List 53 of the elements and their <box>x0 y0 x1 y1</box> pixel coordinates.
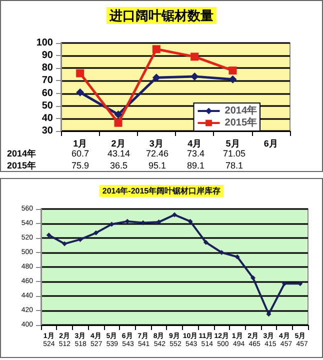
point <box>76 69 84 78</box>
point <box>124 218 130 224</box>
data-label: 75.9 <box>71 160 90 170</box>
x-tick-label: 3月 <box>149 138 164 148</box>
x-tick-label: 2月 <box>111 138 126 148</box>
x-tick-label: 1月 <box>73 138 88 148</box>
point <box>46 232 52 238</box>
chart-title: 进口阔叶锯材数量 <box>108 8 214 23</box>
data-label: 89.1 <box>186 160 205 170</box>
point <box>228 75 237 84</box>
y-tick-label: 90 <box>42 50 54 62</box>
text: 2015年 <box>7 160 36 170</box>
y-tick-label: 100 <box>36 38 54 48</box>
point <box>234 254 240 260</box>
x-tick-label: 4月 <box>188 138 202 148</box>
y-tick-label: 60 <box>42 88 54 99</box>
point <box>152 45 160 54</box>
y-tick-label: 80 <box>42 62 54 74</box>
data-label: 78.1 <box>225 160 244 170</box>
point <box>188 218 193 224</box>
point <box>228 66 237 75</box>
point <box>78 236 83 242</box>
point <box>152 74 160 82</box>
y-tick-label: 50 <box>42 100 54 112</box>
point <box>62 241 68 246</box>
point <box>219 250 224 255</box>
point <box>109 222 114 227</box>
x-tick-label: 6月 <box>264 138 278 148</box>
data-label: 72.46 <box>146 148 169 158</box>
point <box>172 212 177 218</box>
point <box>114 118 122 127</box>
data-label: 36.5 <box>110 160 128 170</box>
text: 2014年 <box>7 148 36 158</box>
point <box>114 110 122 118</box>
point <box>156 220 162 225</box>
point <box>76 88 84 96</box>
point <box>190 52 199 61</box>
chart-title: 2014年-2015年阔叶锯材口岸库存 <box>102 186 221 196</box>
point <box>250 275 256 280</box>
point <box>93 230 98 236</box>
data-label: 95.1 <box>148 160 166 170</box>
legend-label: 2015年 <box>224 116 258 128</box>
data-label: 71.05 <box>222 148 246 158</box>
point <box>266 312 272 317</box>
data-label: 73.4 <box>186 148 205 158</box>
y-tick-label: 40 <box>42 112 54 124</box>
y-tick-label: 70 <box>42 75 54 86</box>
legend-label: 2014年 <box>224 104 258 116</box>
data-label: 60.7 <box>71 148 90 158</box>
x-tick-label: 5月 <box>226 138 240 148</box>
point <box>203 240 208 245</box>
y-tick-label: 30 <box>42 126 54 136</box>
data-label: 43.14 <box>107 148 130 158</box>
